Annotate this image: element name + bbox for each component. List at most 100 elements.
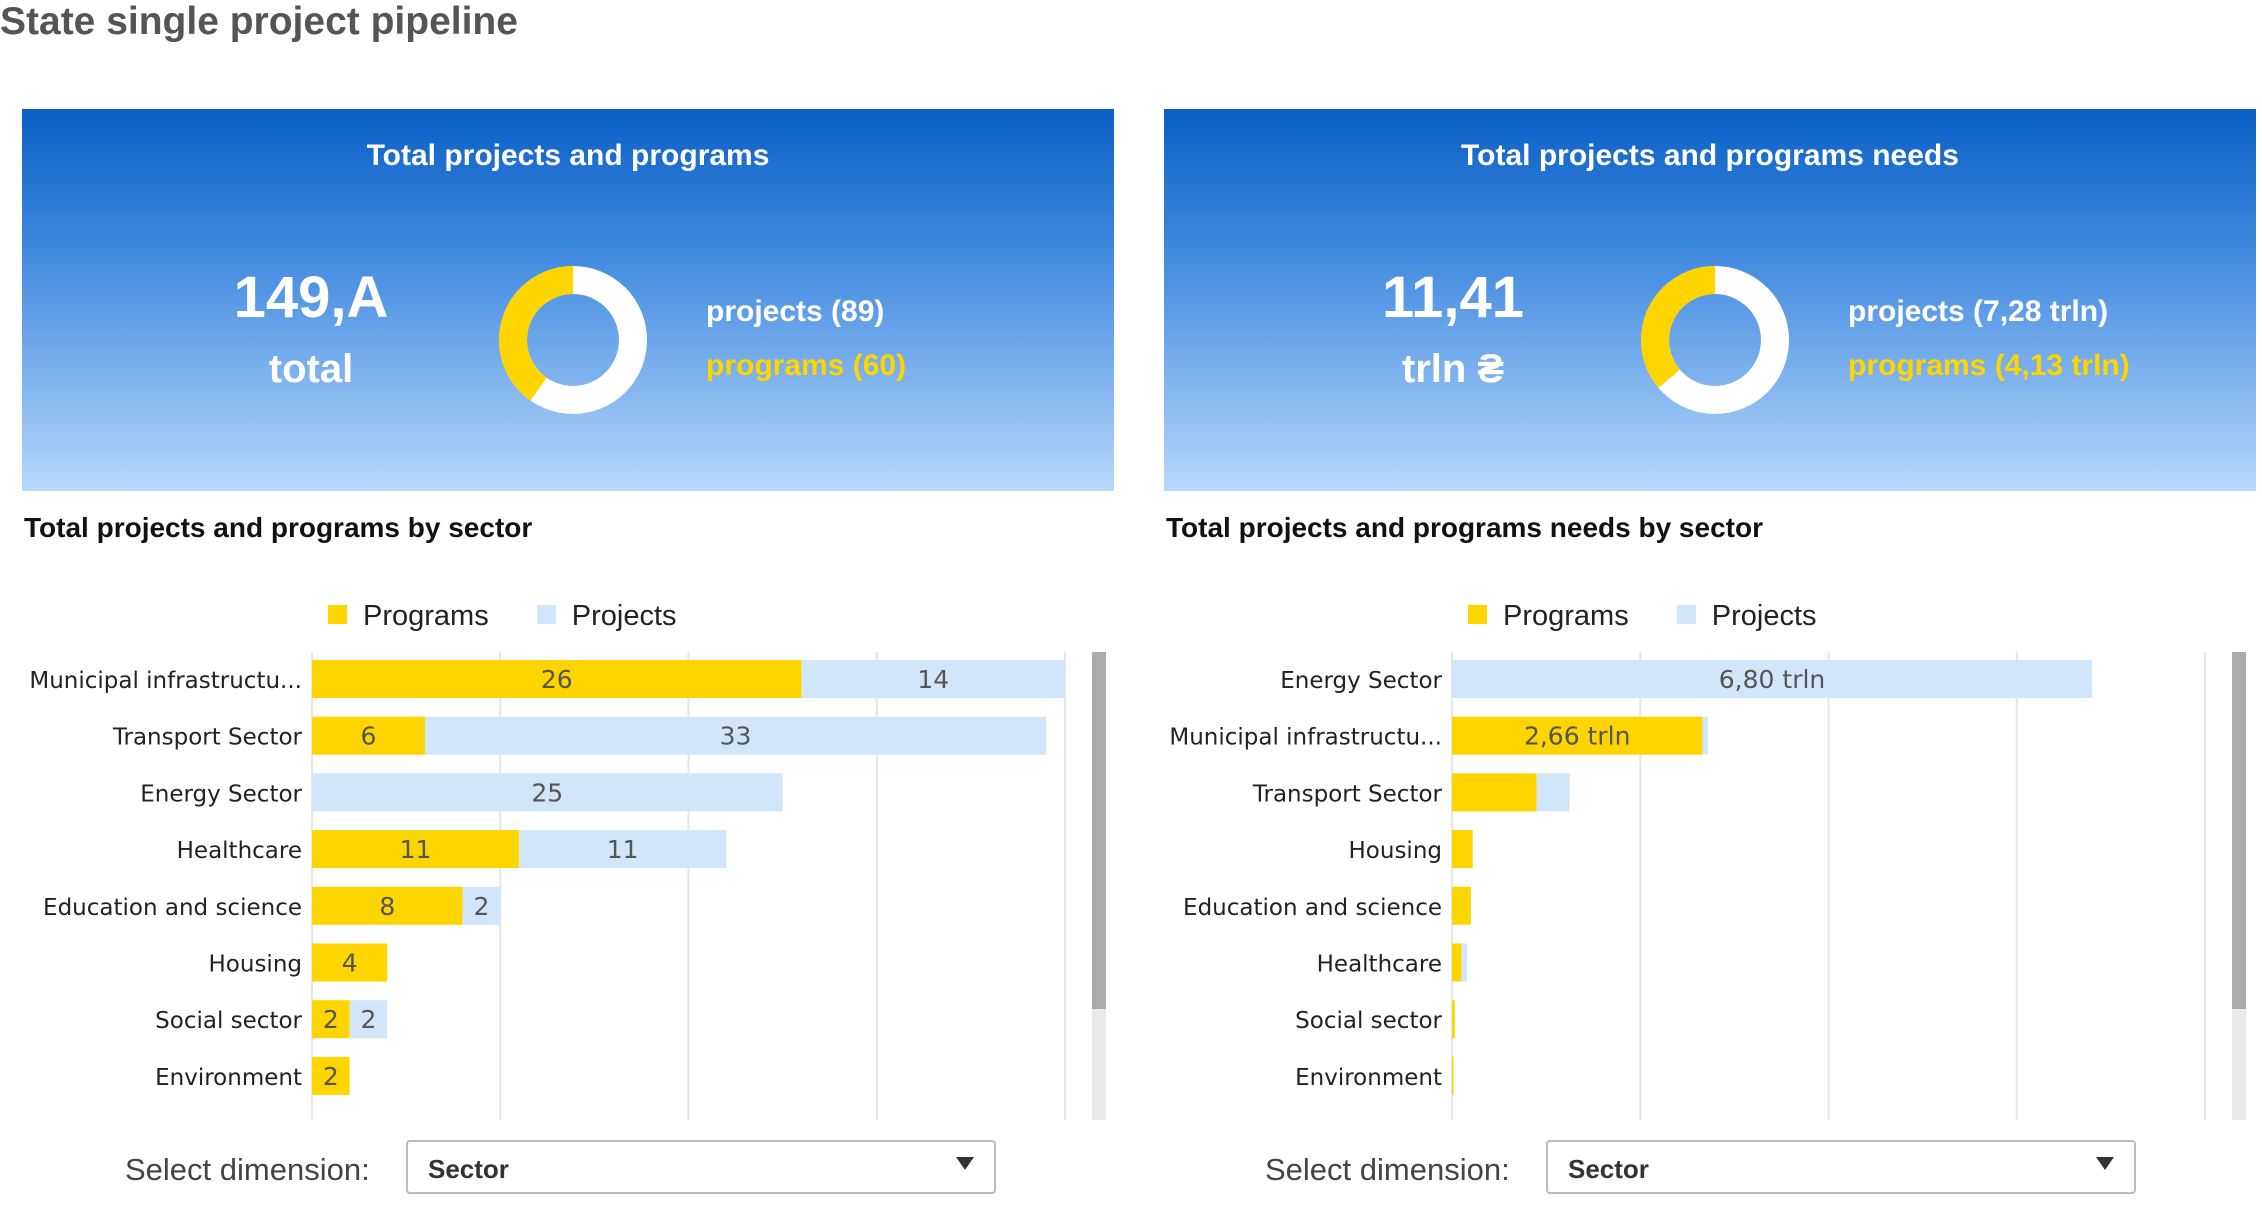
data-label: 2 [361,1005,377,1034]
data-label: 14 [917,665,949,694]
kpi-needs-unit: trln ₴ [1401,347,1505,391]
category-label: Energy Sector [140,781,302,807]
dimension-select[interactable]: Sector [406,1140,996,1194]
legend-swatch-programs [328,604,347,624]
chevron-down-icon [956,1157,974,1170]
select-dimension-label: Select dimension: [1265,1152,1510,1187]
bar-programs [312,1056,350,1095]
chart-legend: Programs Projects [1468,600,1857,633]
legend-label-projects: Projects [1711,600,1817,632]
kpi-title: Total projects and programs needs [1461,139,1959,172]
page-title: State single project pipeline [0,0,518,43]
chart-title-by-sector: Total projects and programs by sector [24,512,533,543]
donut-programs-arc [1641,266,1789,414]
bar-programs [312,660,802,698]
category-label: Housing [1349,838,1443,864]
select-dimension-label: Select dimension: [125,1152,370,1187]
bar-projects [519,830,727,869]
kpi-programs-label: programs (4,13 trln) [1848,349,2130,382]
legend-item-projects[interactable]: Projects [536,600,677,632]
data-label: 2,66 trln [1524,722,1630,751]
category-label: Transport Sector [112,725,303,751]
bar-projects [349,1000,388,1039]
bar-projects [1461,943,1468,982]
bar-projects [462,886,501,925]
bar-programs [1452,886,1471,925]
category-label: Housing [209,952,303,978]
bar-programs [1452,830,1473,869]
bar-programs [1452,943,1462,982]
kpi-projects-label: projects (7,28 trln) [1848,295,2109,328]
donut-programs-arc [499,266,647,414]
bar-programs [312,716,425,755]
data-label: 6,80 trln [1719,665,1825,694]
kpi-projects-label: projects (89) [706,295,885,328]
bar-projects [801,660,1065,698]
bar-programs [1452,773,1537,812]
bar-programs [1452,716,1703,755]
bar-programs [312,830,520,869]
kpi-card-total-needs: Total projects and programs needs 11,41 … [1164,109,2256,491]
bar-programs [1452,1056,1454,1095]
dimension-select-value: Sector [1568,1154,1649,1184]
category-label: Transport Sector [1252,781,1443,807]
legend-item-programs[interactable]: Programs [328,600,489,632]
data-label: 33 [720,722,752,751]
data-label: 8 [379,892,395,921]
dimension-select-value: Sector [428,1154,509,1184]
data-label: 11 [607,835,639,864]
bar-projects [1536,773,1570,812]
category-label: Environment [155,1065,302,1091]
chart-legend: Programs Projects [328,600,717,633]
data-label: 26 [541,665,573,694]
legend-swatch-programs [1468,604,1487,624]
kpi-needs-value: 11,41 [1382,265,1524,330]
bar-projects [1702,716,1709,755]
data-label: 2 [323,1005,339,1034]
category-label: Healthcare [177,838,302,864]
legend-item-programs[interactable]: Programs [1468,600,1629,632]
data-label: 2 [473,892,489,921]
category-label: Environment [1295,1065,1442,1091]
kpi-total-unit: total [268,347,354,391]
legend-swatch-projects [1676,604,1696,624]
category-label: Education and science [43,895,302,921]
kpi-donut-chart [1641,266,1789,414]
bar-projects [424,716,1047,755]
scrollbar-thumb[interactable] [1092,652,1106,1009]
chart-title-needs-by-sector: Total projects and programs needs by sec… [1166,512,1763,543]
kpi-card-total-projects: Total projects and programs 149,A total … [22,109,1114,491]
bar-programs [1452,1000,1455,1039]
data-label: 25 [531,778,563,807]
data-label: 6 [361,722,377,751]
kpi-programs-label: programs (60) [706,349,907,382]
legend-label-projects: Projects [571,600,677,632]
bar-programs [312,886,463,925]
kpi-title: Total projects and programs [366,139,770,172]
legend-label-programs: Programs [1503,600,1629,632]
category-label: Social sector [1295,1008,1442,1034]
data-label: 11 [400,835,432,864]
category-label: Social sector [155,1008,302,1034]
bar-projects [1452,660,2093,698]
legend-label-programs: Programs [363,600,489,632]
bar-chart-needs-by-sector: Energy Sector 6,80 trln Municipal infrastr… [1169,652,2246,1120]
data-label: 4 [342,949,358,978]
bar-programs [312,1000,350,1039]
chevron-down-icon [2096,1157,2114,1170]
kpi-donut-chart [499,266,647,414]
bar-projects [312,773,783,812]
legend-item-projects[interactable]: Projects [1676,600,1817,632]
scrollbar-thumb[interactable] [2232,652,2246,1009]
category-label: Municipal infrastructu... [29,668,302,694]
category-label: Education and science [1183,895,1442,921]
data-label: 2 [323,1062,339,1091]
category-label: Municipal infrastructu... [1169,725,1442,751]
kpi-total-value: 149,A [233,265,389,330]
bar-programs [312,943,388,982]
category-label: Energy Sector [1280,668,1442,694]
category-label: Healthcare [1317,952,1442,978]
dimension-select[interactable]: Sector [1546,1140,2136,1194]
legend-swatch-projects [536,604,556,624]
